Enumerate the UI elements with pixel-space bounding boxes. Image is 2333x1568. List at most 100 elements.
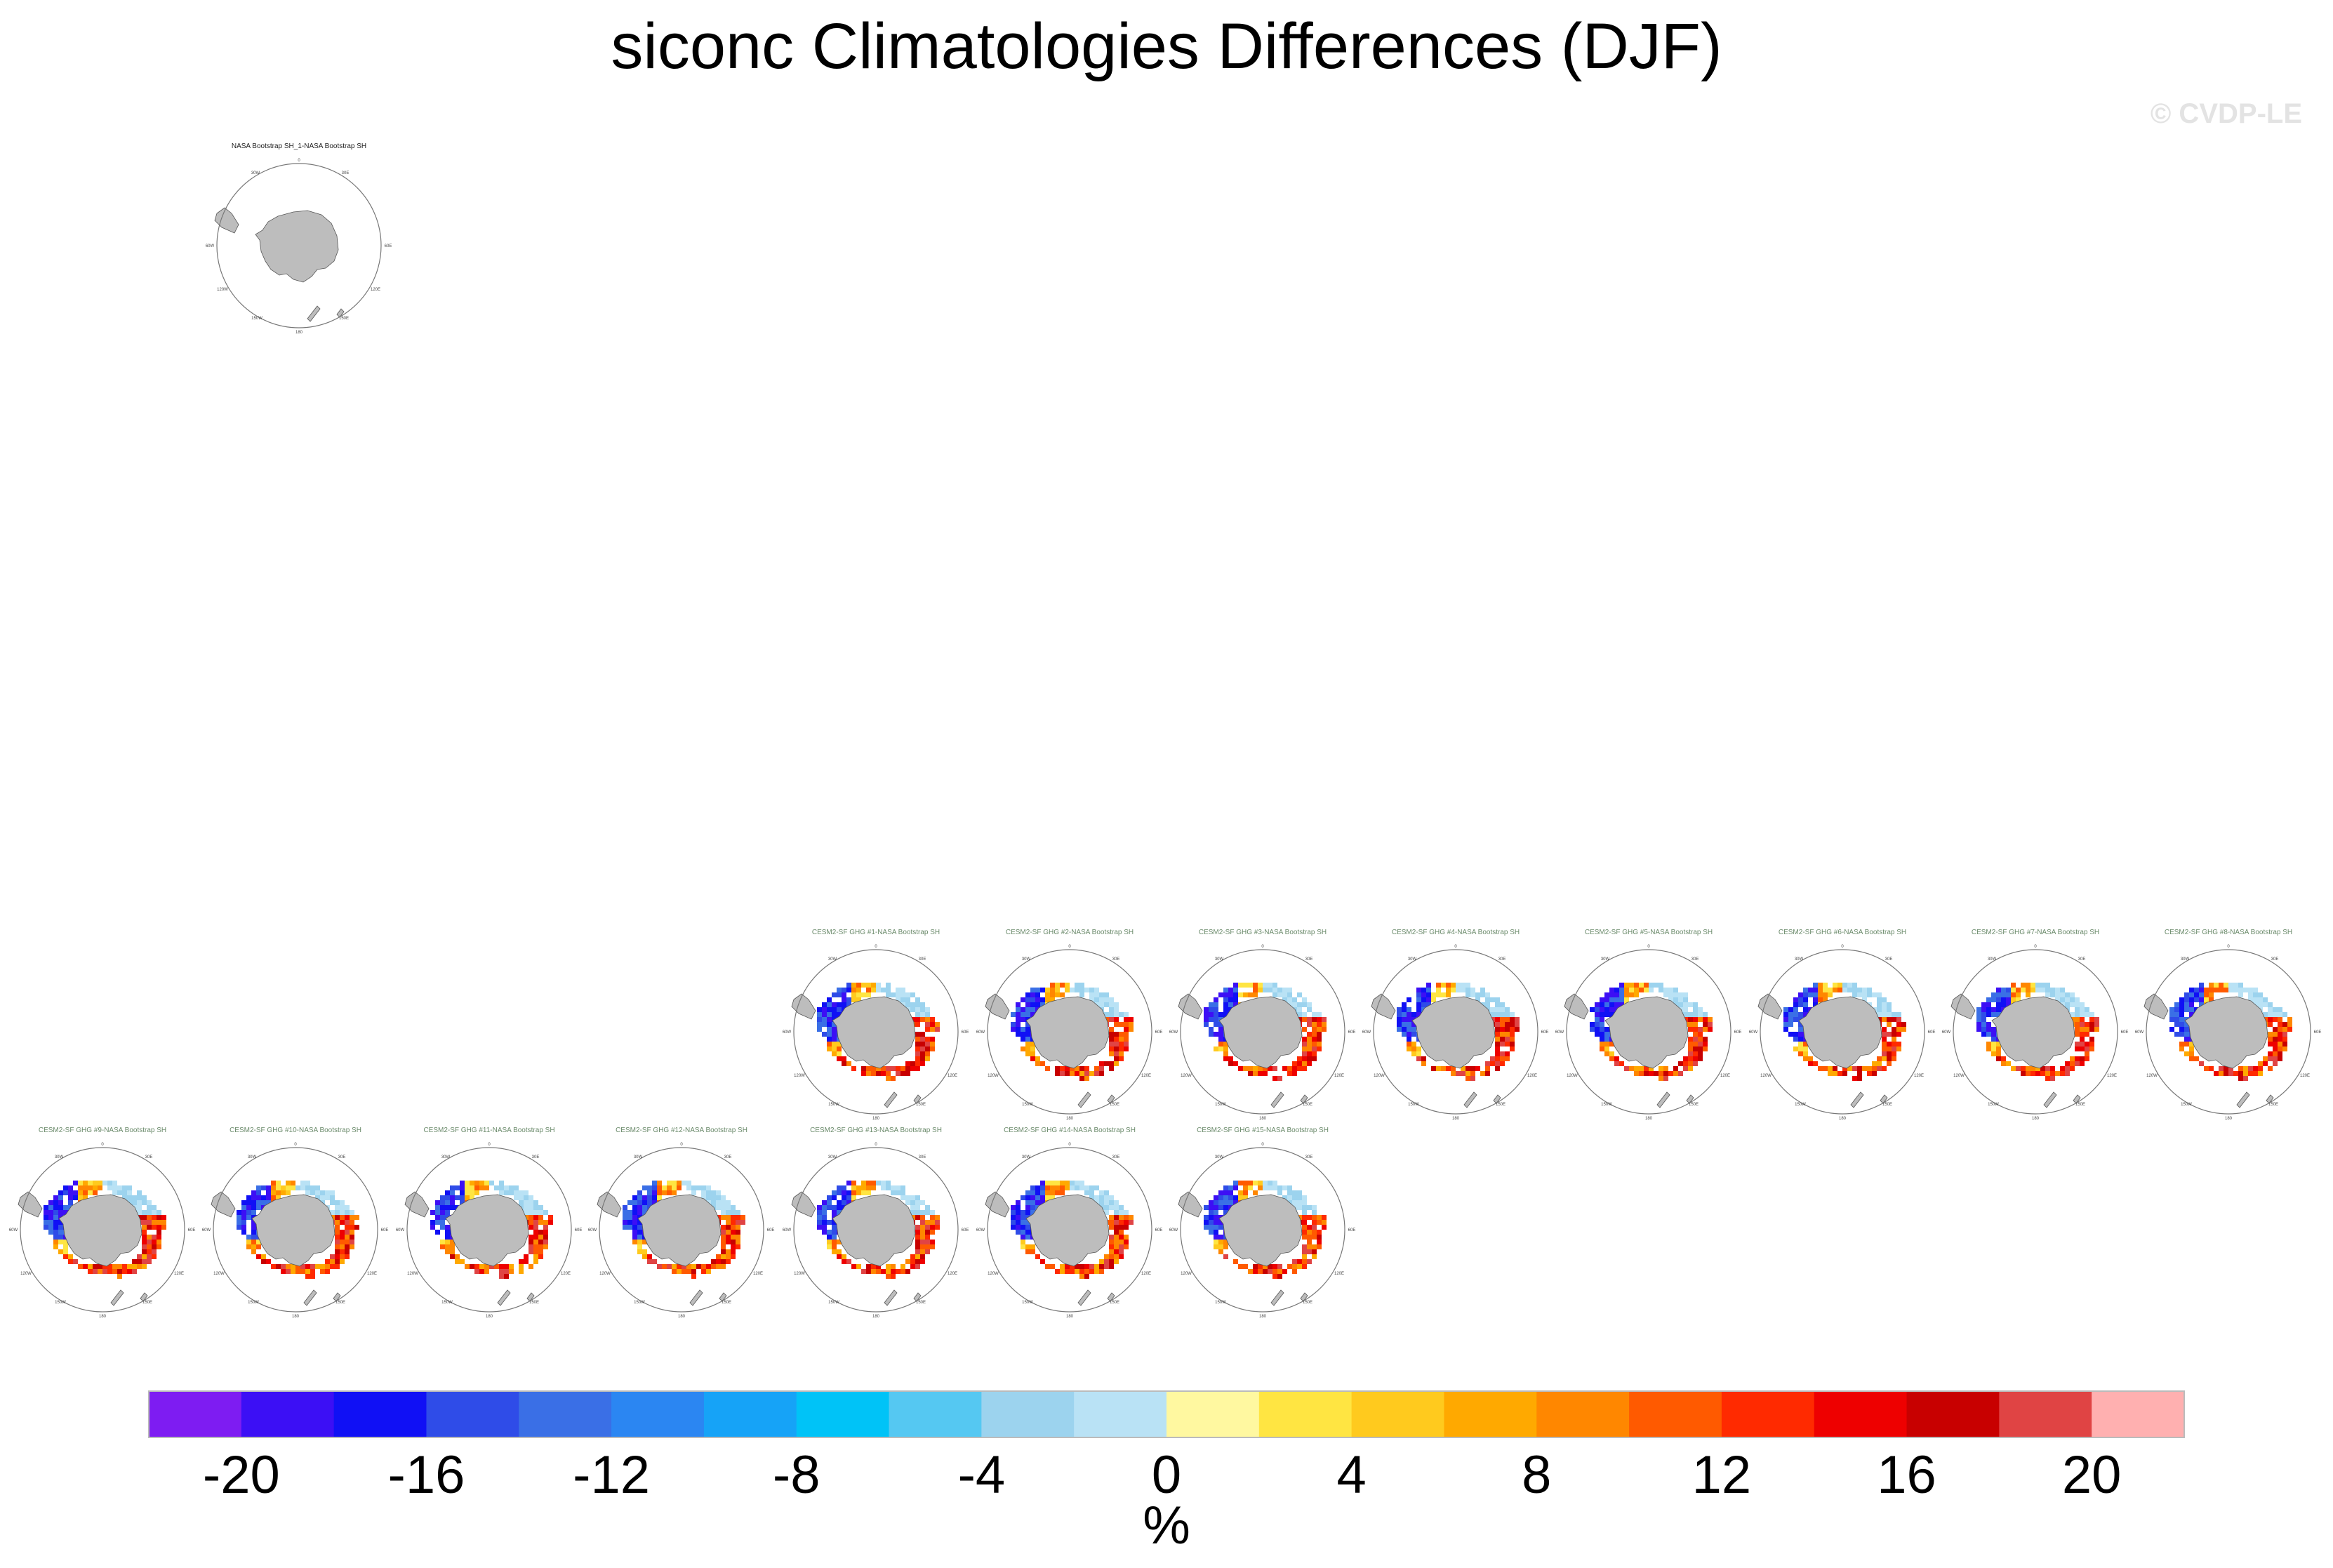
data-cell	[1312, 1215, 1317, 1220]
lon-label: 180	[1452, 1117, 1460, 1121]
data-cell	[1614, 1056, 1619, 1061]
data-cell	[1986, 1022, 1991, 1027]
lon-label: 150E	[1303, 1301, 1312, 1305]
data-cell	[455, 1185, 460, 1190]
data-cell	[1060, 1269, 1065, 1274]
data-cell	[2278, 1012, 2282, 1017]
data-cell	[1025, 1225, 1030, 1230]
data-cell	[1209, 1032, 1214, 1037]
data-cell	[1510, 1022, 1515, 1027]
data-cell	[1025, 992, 1030, 997]
data-cell	[910, 1259, 915, 1264]
data-cell	[48, 1215, 53, 1220]
data-cell	[504, 1264, 509, 1269]
data-cell	[842, 1259, 846, 1264]
data-cell	[1803, 1042, 1808, 1047]
data-cell	[504, 1269, 509, 1274]
data-cell	[925, 1056, 930, 1061]
data-cell	[340, 1230, 345, 1235]
data-cell	[1510, 1017, 1515, 1022]
lon-label: 150E	[1110, 1103, 1119, 1107]
data-cell	[1312, 1254, 1317, 1259]
data-cell	[731, 1220, 736, 1225]
data-cell	[822, 1002, 827, 1007]
lon-label: 120E	[1527, 1074, 1537, 1078]
lon-label: 120W	[217, 288, 228, 292]
data-cell	[832, 1244, 837, 1249]
data-cell	[1683, 1012, 1688, 1017]
data-cell	[1411, 1032, 1416, 1037]
data-cell	[1307, 1017, 1312, 1022]
data-cell	[915, 1254, 920, 1259]
data-cell	[1302, 1249, 1307, 1254]
data-cell	[330, 1200, 335, 1205]
data-cell	[822, 1012, 827, 1017]
data-cell	[731, 1210, 736, 1215]
antarctica-landmass	[1025, 1194, 1110, 1267]
data-cell	[1485, 997, 1490, 1002]
data-cell	[538, 1254, 543, 1259]
data-cell	[861, 1185, 866, 1190]
data-cell	[1075, 1269, 1079, 1274]
data-cell	[1302, 1017, 1307, 1022]
data-cell	[1604, 1002, 1609, 1007]
data-cell	[1129, 1027, 1134, 1032]
data-cell	[1312, 1244, 1317, 1249]
lon-label: 30E	[342, 171, 350, 175]
data-cell	[871, 1071, 876, 1076]
data-cell	[1624, 983, 1629, 988]
panel-title: CESM2-SF GHG #9-NASA Bootstrap SH	[39, 1127, 166, 1134]
data-cell	[822, 1022, 827, 1027]
data-cell	[886, 1185, 891, 1190]
data-cell	[1228, 1185, 1233, 1190]
data-cell	[1119, 1230, 1124, 1235]
data-cell	[1887, 1007, 1892, 1012]
data-cell	[1104, 1200, 1109, 1205]
data-cell	[2268, 1012, 2273, 1017]
data-cell	[842, 1254, 846, 1259]
lon-label: 60W	[202, 1228, 211, 1233]
data-cell	[930, 1017, 935, 1022]
data-cell	[1407, 1037, 1411, 1042]
data-cell	[2060, 997, 2065, 1002]
data-cell	[637, 1220, 642, 1225]
data-cell	[276, 1185, 281, 1190]
data-cell	[335, 1259, 340, 1264]
data-cell	[2065, 1061, 2070, 1066]
data-cell	[1243, 983, 1248, 988]
data-cell	[1495, 1042, 1500, 1047]
map-boundary	[2146, 949, 2311, 1115]
data-cell	[1094, 997, 1099, 1002]
antarctica-landmass	[1411, 996, 1496, 1069]
data-cell	[48, 1220, 53, 1225]
data-cell	[2268, 1007, 2273, 1012]
data-cell	[1604, 1027, 1609, 1032]
data-cell	[256, 1200, 261, 1205]
data-cell	[1986, 1027, 1991, 1032]
data-cell	[1515, 1022, 1520, 1027]
data-cell	[837, 1254, 842, 1259]
data-cell	[1094, 1066, 1099, 1071]
colorbar-bin	[1629, 1391, 1722, 1437]
data-cell	[2006, 988, 2011, 992]
data-cell	[1218, 1240, 1223, 1244]
panel-title: CESM2-SF GHG #6-NASA Bootstrap SH	[1779, 929, 1906, 936]
data-cell	[905, 992, 910, 997]
data-cell	[152, 1240, 157, 1244]
data-cell	[271, 1190, 276, 1195]
data-cell	[1258, 1269, 1263, 1274]
data-cell	[716, 1190, 721, 1195]
data-cell	[1688, 1017, 1693, 1022]
data-cell	[1099, 1002, 1104, 1007]
data-cell	[1030, 1244, 1035, 1249]
sea-ice-difference-field	[623, 1181, 745, 1279]
data-cell	[1877, 1056, 1882, 1061]
antarctica-landmass	[2184, 996, 2268, 1069]
data-cell	[2287, 1022, 2292, 1027]
new-zealand	[303, 1289, 317, 1306]
data-cell	[1600, 1002, 1604, 1007]
data-cell	[1055, 992, 1060, 997]
data-cell	[2184, 992, 2189, 997]
data-cell	[1218, 1225, 1223, 1230]
